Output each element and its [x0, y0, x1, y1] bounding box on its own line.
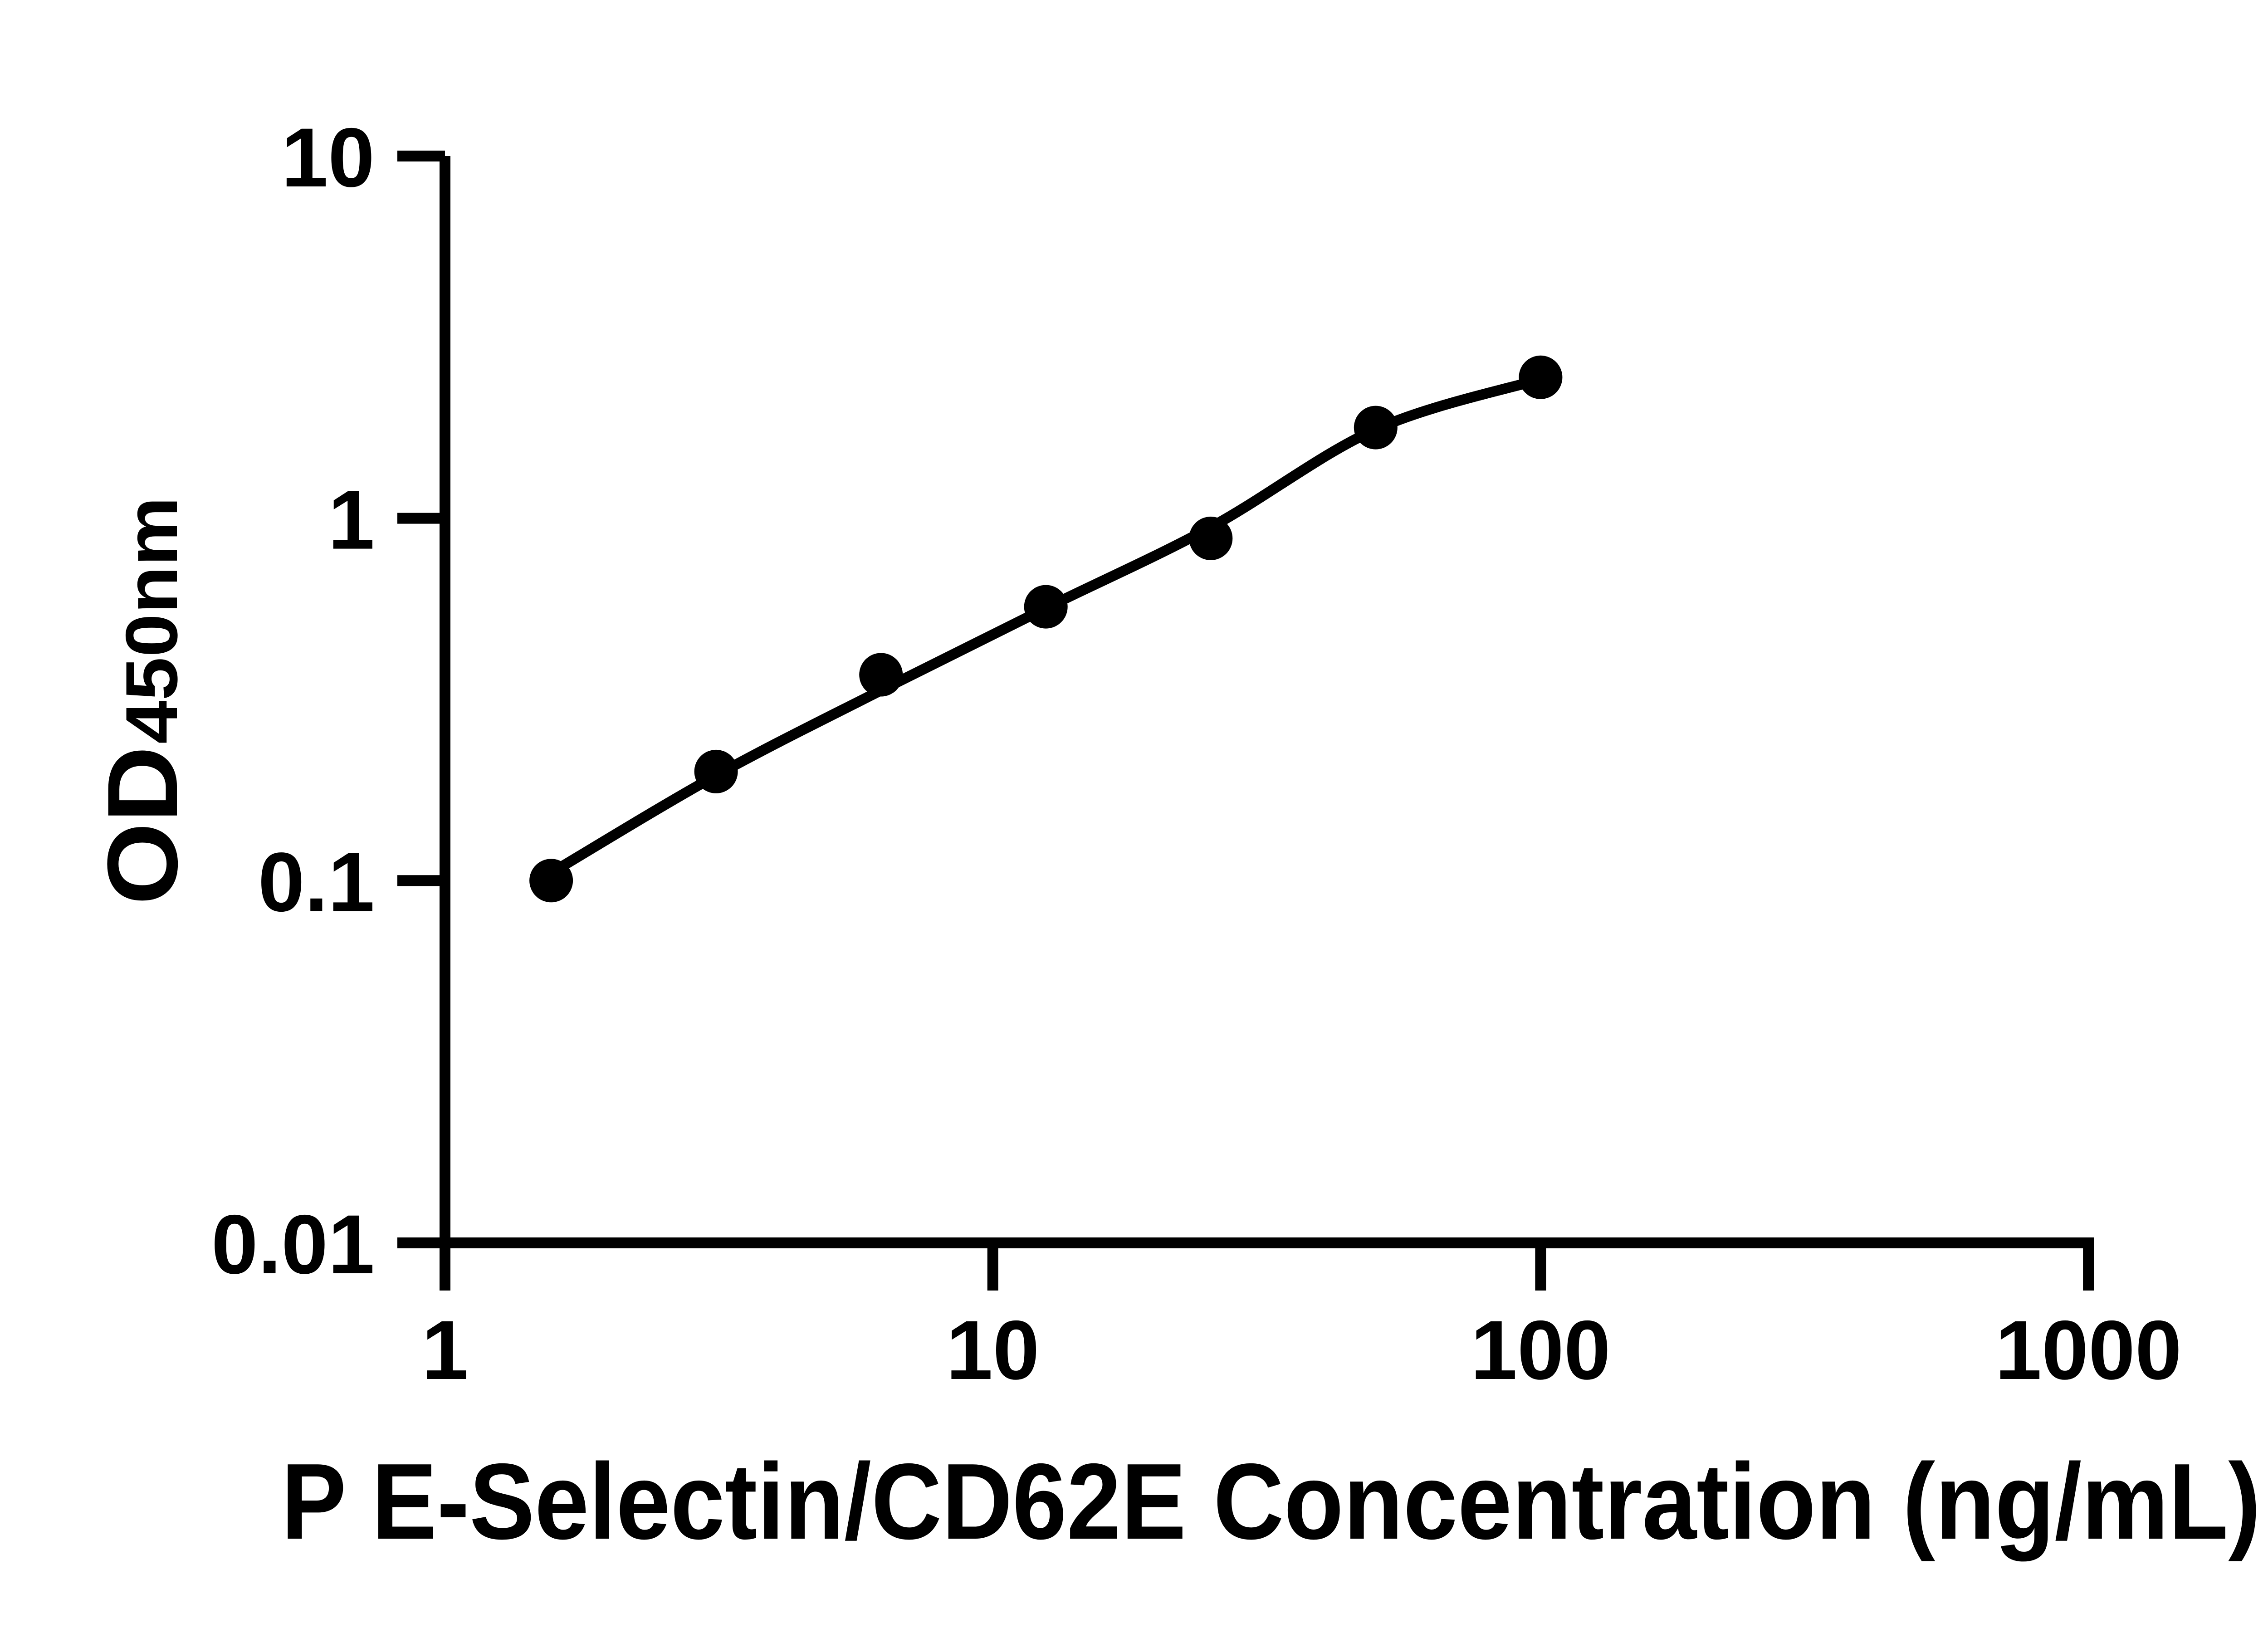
- y-tick-label: 0.01: [211, 1198, 375, 1291]
- x-tick-label: 1: [422, 1304, 469, 1397]
- data-point-marker: [694, 749, 738, 793]
- x-axis: 1 10 100 1000: [422, 1237, 2182, 1397]
- data-point-marker: [529, 859, 573, 903]
- x-axis-title: P E-Selectin/CD62E Concentration (ng/mL): [281, 1442, 2261, 1562]
- y-tick-label: 1: [328, 474, 375, 567]
- data-point-marker: [1024, 585, 1068, 629]
- y-axis: 10 1 0.1 0.01: [211, 111, 450, 1291]
- x-tick-label: 100: [1471, 1304, 1611, 1397]
- data-point-marker: [1189, 516, 1233, 560]
- data-point-marker: [1519, 355, 1563, 399]
- y-axis-title: OD 450nm: [87, 497, 198, 905]
- y-axis-title-main: OD: [87, 746, 198, 905]
- y-axis-title-subscript: 450nm: [111, 497, 193, 744]
- data-point-marker: [1354, 406, 1398, 450]
- data-point-marker: [859, 653, 903, 697]
- x-tick-label: 1000: [1995, 1304, 2182, 1397]
- y-tick-label: 0.1: [258, 836, 375, 929]
- y-tick-label: 10: [281, 111, 375, 205]
- data-series: [529, 355, 1563, 903]
- x-tick-label: 10: [946, 1304, 1040, 1397]
